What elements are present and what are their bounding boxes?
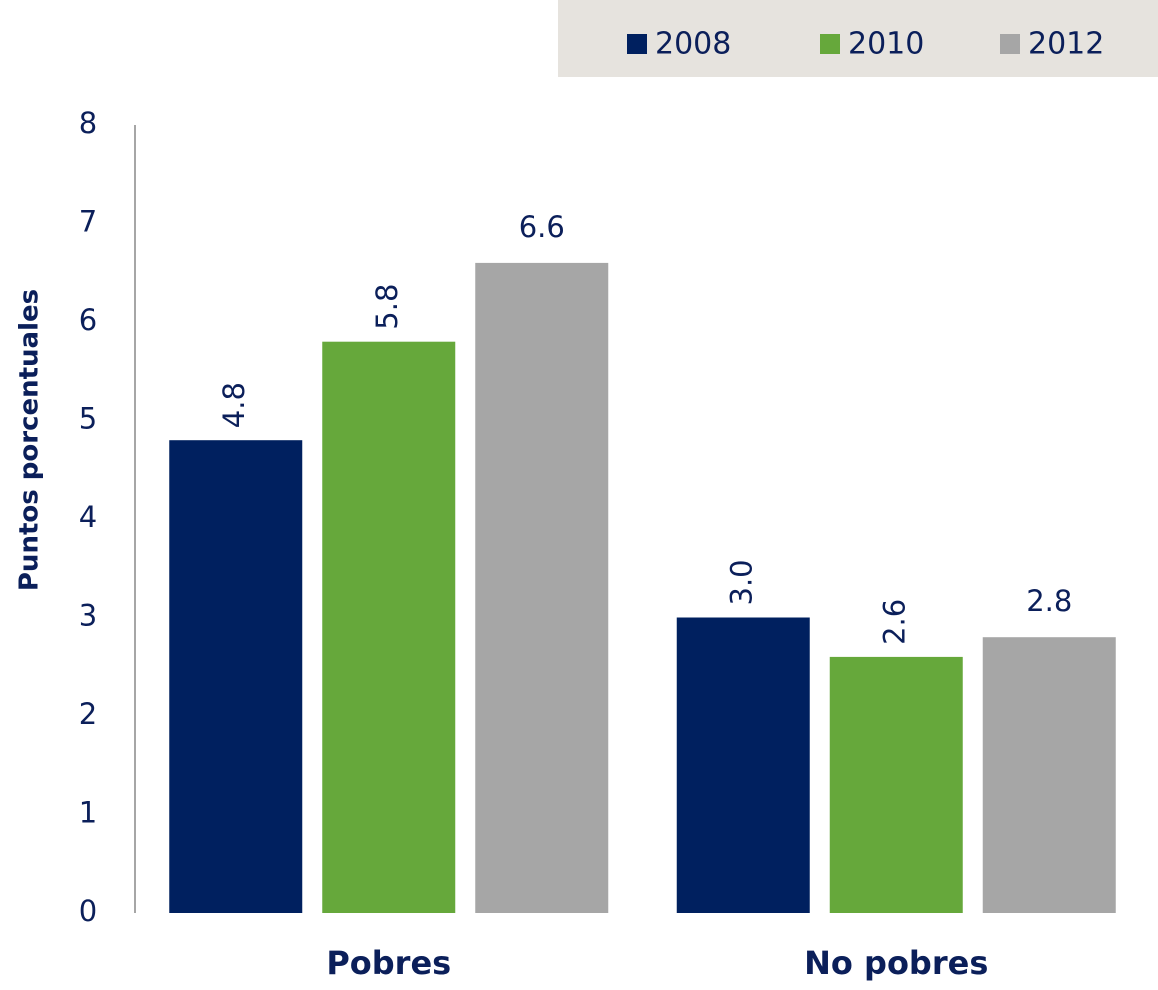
bar (322, 341, 456, 913)
y-tick-label: 7 (79, 205, 97, 239)
y-tick-label: 3 (79, 599, 97, 633)
legend-label: 2012 (1028, 27, 1104, 62)
value-label: 6.6 (519, 210, 565, 244)
value-label: 3.0 (724, 559, 758, 605)
legend-swatch (627, 34, 647, 54)
value-label: 4.8 (217, 382, 251, 428)
y-tick-label: 6 (79, 303, 97, 337)
x-tick-label: No pobres (804, 944, 988, 982)
y-tick-label: 5 (79, 402, 97, 436)
legend-swatch (820, 34, 840, 54)
y-tick-label: 0 (79, 894, 97, 928)
bar (829, 656, 963, 913)
legend-label: 2008 (655, 27, 731, 62)
value-label: 2.6 (877, 599, 911, 645)
x-tick-label: Pobres (326, 944, 451, 982)
y-tick-label: 2 (79, 697, 97, 731)
legend-label: 2010 (848, 27, 924, 62)
y-axis-label: Puntos porcentuales (15, 289, 45, 591)
y-tick-label: 1 (79, 796, 97, 830)
legend-swatch (1000, 34, 1020, 54)
bar (676, 617, 810, 913)
y-tick-label: 4 (79, 500, 97, 534)
value-label: 2.8 (1026, 584, 1072, 618)
bar (475, 262, 609, 913)
y-tick-label: 8 (79, 106, 97, 140)
bar (169, 440, 303, 913)
bar (982, 637, 1116, 913)
legend-box (558, 0, 1158, 77)
value-label: 5.8 (370, 284, 404, 330)
